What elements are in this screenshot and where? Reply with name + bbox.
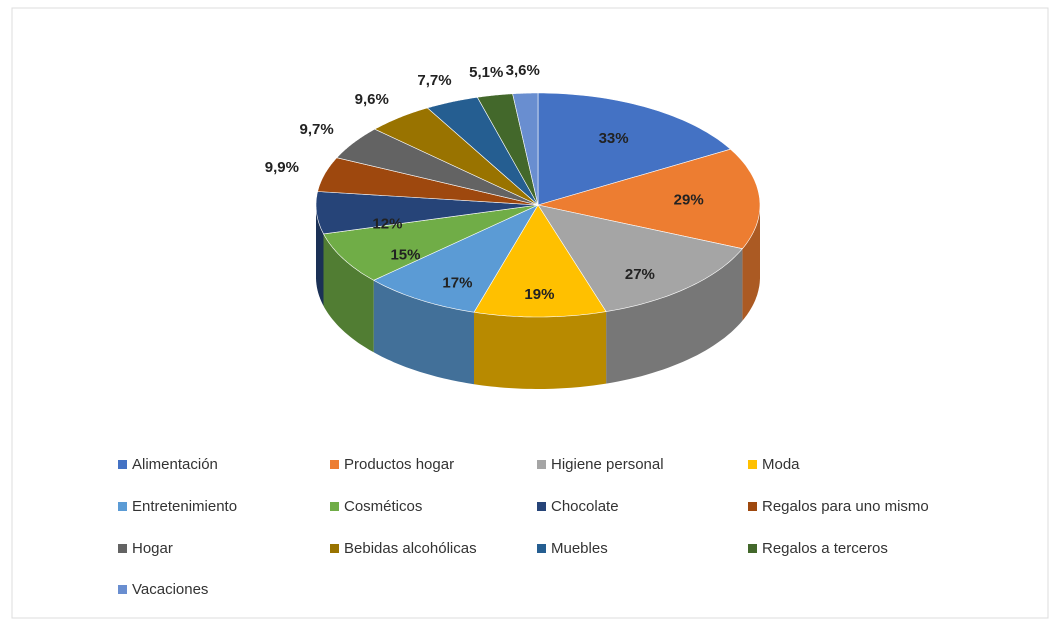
pie-slice (537, 92, 732, 206)
data-label: 27% (625, 266, 655, 283)
legend-label: Entretenimiento (132, 498, 237, 515)
legend-swatch (118, 502, 127, 511)
pie-slice (374, 107, 539, 206)
data-label: 7,7% (417, 72, 451, 89)
legend-label: Alimentación (132, 456, 218, 473)
pie-side (474, 311, 607, 389)
legend-label: Higiene personal (551, 456, 664, 473)
legend-swatch (330, 544, 339, 553)
pie-slice (336, 128, 539, 206)
pie-slice (537, 148, 761, 250)
data-label: 19% (524, 286, 554, 303)
legend-label: Moda (762, 456, 800, 473)
legend-label: Chocolate (551, 498, 619, 515)
legend-swatch (748, 460, 757, 469)
pie-side (742, 205, 760, 321)
legend-swatch (537, 460, 546, 469)
data-label: 5,1% (469, 64, 503, 81)
legend-swatch (118, 460, 127, 469)
pie-side (323, 233, 374, 353)
data-label: 33% (599, 130, 629, 147)
data-label: 12% (372, 215, 402, 232)
legend-label: Regalos para uno mismo (762, 498, 929, 515)
pie-slice (323, 204, 539, 281)
pie-sides (316, 205, 760, 389)
pie-slice (476, 93, 539, 206)
data-label: 15% (390, 246, 420, 263)
legend-swatch (748, 544, 757, 553)
data-label: 9,9% (265, 159, 299, 176)
legend-swatch (748, 502, 757, 511)
legend-swatch (330, 502, 339, 511)
pie-slice (317, 157, 539, 206)
pie-slice (512, 92, 539, 206)
data-label: 9,6% (355, 91, 389, 108)
legend-label: Muebles (551, 540, 608, 557)
legend-label: Bebidas alcohólicas (344, 540, 477, 557)
data-label: 29% (674, 191, 704, 208)
pie-slice (426, 96, 539, 206)
legend-swatch (118, 544, 127, 553)
data-label: 3,6% (506, 62, 540, 79)
pie-slice (373, 204, 539, 313)
data-label: 9,7% (300, 121, 334, 138)
pie-slice (473, 204, 607, 318)
legend-swatch (118, 585, 127, 594)
data-label: 17% (442, 274, 472, 291)
pie-slice (315, 191, 539, 235)
legend-label: Cosméticos (344, 498, 422, 515)
pie-side (606, 248, 743, 384)
pie-side (373, 280, 474, 385)
legend-label: Hogar (132, 540, 173, 557)
legend-label: Regalos a terceros (762, 540, 888, 557)
legend-label: Vacaciones (132, 581, 208, 598)
pie-tops (315, 92, 761, 318)
legend-swatch (537, 544, 546, 553)
data-labels: 33% 29% 27% 19% 17% 15% 12% 9,9% 9,7% 9,6% 7,7% 5,1… (265, 62, 704, 303)
legend-swatch (537, 502, 546, 511)
legend-swatch (330, 460, 339, 469)
legend: Alimentación Productos hogar Higiene perso… (118, 456, 929, 598)
legend-label: Productos hogar (344, 456, 454, 473)
